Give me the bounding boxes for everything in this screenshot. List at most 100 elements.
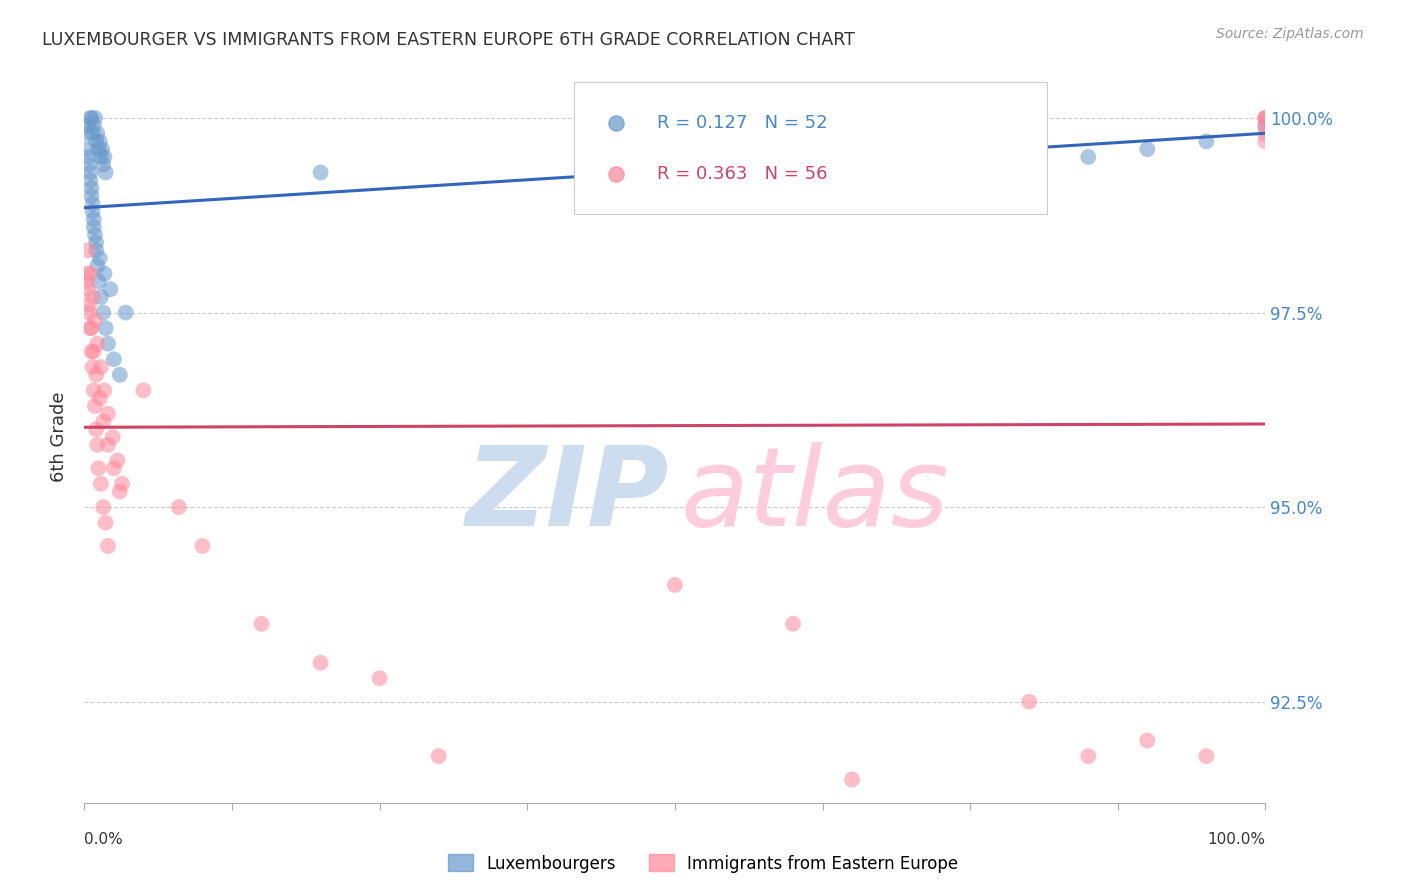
Point: [86, 127, 108, 141]
Point: [664, 578, 686, 592]
Point: [79, 173, 101, 187]
Point: [91, 415, 114, 429]
Point: [1254, 111, 1277, 125]
Text: LUXEMBOURGER VS IMMIGRANTS FROM EASTERN EUROPE 6TH GRADE CORRELATION CHART: LUXEMBOURGER VS IMMIGRANTS FROM EASTERN …: [42, 31, 855, 49]
Text: 100.0%: 100.0%: [1208, 832, 1265, 847]
Point: [132, 384, 155, 398]
Point: [1195, 135, 1218, 149]
Point: [80, 321, 103, 335]
Point: [86, 259, 108, 273]
Point: [77, 298, 100, 312]
Point: [84, 227, 107, 242]
Point: [1254, 111, 1277, 125]
Point: [98, 282, 121, 296]
Point: [1136, 142, 1159, 156]
Point: [77, 158, 100, 172]
Point: [605, 115, 627, 129]
Point: [101, 430, 124, 444]
Point: [82, 359, 104, 374]
Point: [427, 749, 450, 764]
Point: [1018, 127, 1040, 141]
Point: [82, 196, 104, 211]
Point: [83, 344, 105, 359]
Point: [1195, 749, 1218, 764]
Point: [90, 150, 112, 164]
Point: [309, 165, 332, 179]
Point: [1077, 150, 1099, 164]
Point: [80, 189, 103, 203]
Point: [83, 212, 105, 227]
Point: [782, 135, 804, 149]
Point: [97, 438, 120, 452]
Point: [103, 352, 125, 367]
Point: [841, 142, 863, 156]
Point: [86, 438, 108, 452]
Point: [1254, 111, 1277, 125]
Text: Source: ZipAtlas.com: Source: ZipAtlas.com: [1216, 27, 1364, 41]
Point: [841, 772, 863, 787]
Point: [76, 127, 98, 141]
Point: [77, 150, 100, 164]
Text: R = 0.363   N = 56: R = 0.363 N = 56: [657, 165, 828, 183]
Text: ZIP: ZIP: [465, 442, 669, 549]
Point: [1254, 135, 1277, 149]
Point: [80, 181, 103, 195]
Point: [93, 267, 115, 281]
Point: [87, 275, 110, 289]
Text: 0.0%: 0.0%: [84, 832, 124, 847]
Point: [97, 539, 120, 553]
Point: [1254, 119, 1277, 133]
Point: [84, 244, 107, 258]
Point: [90, 476, 112, 491]
Point: [97, 336, 120, 351]
Y-axis label: 6th Grade: 6th Grade: [51, 392, 69, 483]
Point: [87, 461, 110, 475]
Point: [77, 282, 100, 296]
Point: [86, 336, 108, 351]
Point: [108, 484, 131, 499]
Point: [103, 461, 125, 475]
Point: [91, 500, 114, 515]
Point: [114, 305, 136, 319]
Point: [959, 158, 981, 172]
Point: [79, 321, 101, 335]
Point: [93, 384, 115, 398]
Point: [82, 290, 104, 304]
Point: [84, 368, 107, 382]
Point: [79, 267, 101, 281]
Point: [94, 321, 117, 335]
Point: [80, 111, 103, 125]
Point: [1254, 127, 1277, 141]
Point: [191, 539, 214, 553]
Point: [77, 244, 100, 258]
Point: [84, 313, 107, 327]
Point: [90, 359, 112, 374]
Legend: Luxembourgers, Immigrants from Eastern Europe: Luxembourgers, Immigrants from Eastern E…: [441, 847, 965, 880]
Point: [87, 142, 110, 156]
Point: [79, 111, 101, 125]
Point: [94, 516, 117, 530]
Point: [111, 476, 134, 491]
Point: [89, 391, 111, 405]
Point: [91, 305, 114, 319]
Point: [82, 204, 104, 219]
Point: [83, 219, 105, 234]
FancyBboxPatch shape: [575, 82, 1047, 214]
Point: [97, 407, 120, 421]
Text: R = 0.127   N = 52: R = 0.127 N = 52: [657, 113, 828, 131]
Point: [84, 399, 107, 413]
Point: [309, 656, 332, 670]
Point: [84, 235, 107, 250]
Point: [83, 119, 105, 133]
Point: [89, 135, 111, 149]
Point: [1018, 695, 1040, 709]
Point: [1254, 119, 1277, 133]
Point: [82, 127, 104, 141]
Point: [89, 251, 111, 265]
Point: [76, 267, 98, 281]
Point: [368, 671, 391, 685]
Point: [79, 165, 101, 179]
Point: [76, 275, 98, 289]
Point: [90, 290, 112, 304]
Point: [77, 142, 100, 156]
